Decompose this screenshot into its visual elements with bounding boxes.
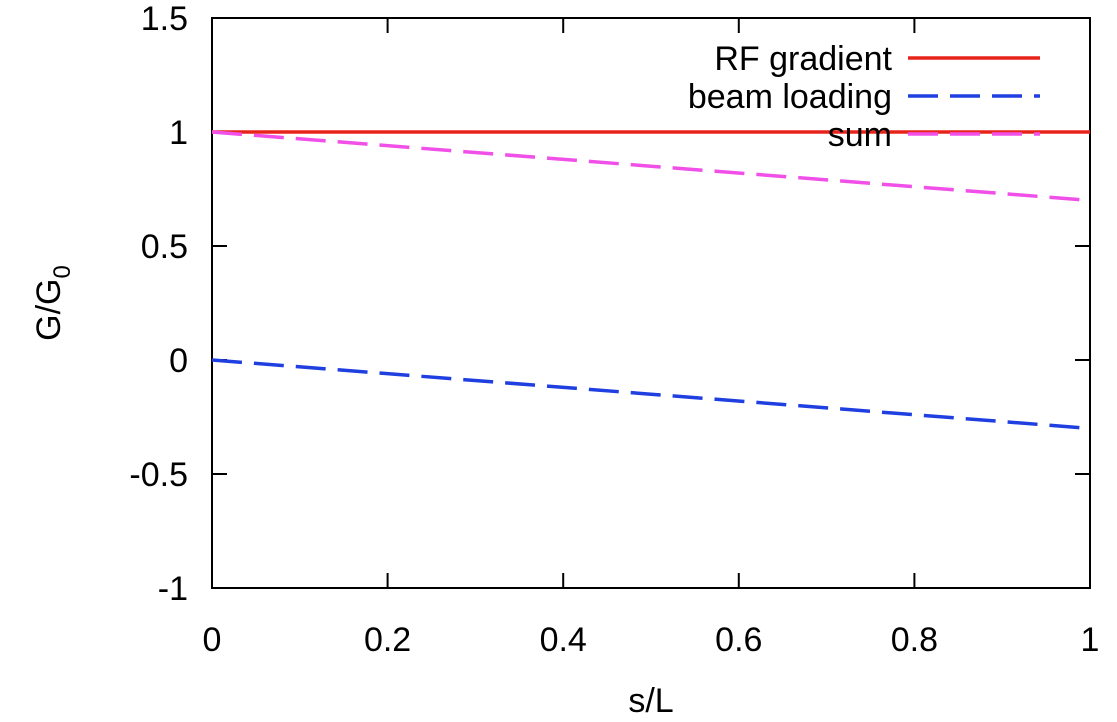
x-axis-title: s/L xyxy=(628,682,673,720)
legend-label: RF gradient xyxy=(714,40,892,78)
plot-frame xyxy=(211,17,1091,589)
y-axis-title: G/G0 xyxy=(30,265,76,341)
y-axis-title-main: G/G xyxy=(30,279,68,341)
tick-marks xyxy=(211,17,1091,589)
y-tick-label: 1 xyxy=(169,114,188,152)
series-line-beam-loading xyxy=(211,358,1091,431)
y-tick-label: -0.5 xyxy=(129,456,188,494)
legend-label: beam loading xyxy=(688,78,892,116)
x-tick-label: 0.8 xyxy=(891,621,938,659)
x-tick-label: 0 xyxy=(203,621,222,659)
y-tick-label: -1 xyxy=(158,570,188,608)
x-tick-label: 0.4 xyxy=(540,621,587,659)
x-tick-label: 0.6 xyxy=(715,621,762,659)
y-tick-label: 1.5 xyxy=(141,0,188,38)
series-lines xyxy=(211,130,1091,431)
y-axis-title-subscript: 0 xyxy=(49,265,76,278)
y-tick-label: 0 xyxy=(169,342,188,380)
series-line-sum xyxy=(211,130,1091,203)
legend-label: sum xyxy=(828,116,892,154)
y-tick-label: 0.5 xyxy=(141,228,188,266)
tick-labels: 0 0.2 0.4 0.6 0.8 1 -1 -0.5 0 0.5 1 1.5 xyxy=(129,0,1099,659)
x-tick-label: 0.2 xyxy=(364,621,411,659)
x-tick-label: 1 xyxy=(1081,621,1100,659)
